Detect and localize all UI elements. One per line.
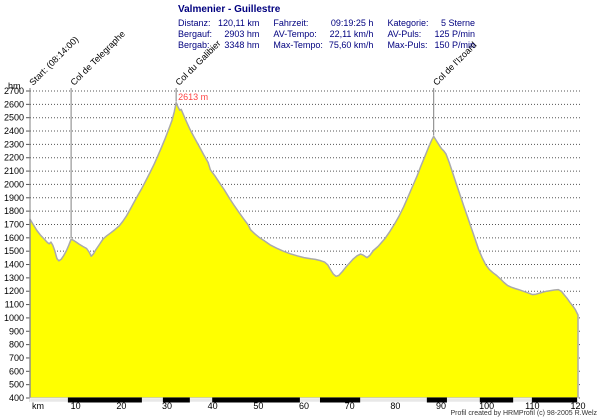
y-tick-label: 1500 <box>4 246 24 256</box>
peak-elevation-label: 2613 m <box>178 92 208 102</box>
axis-segment <box>531 397 578 403</box>
y-tick-label: 1300 <box>4 273 24 283</box>
y-tick-label: 1000 <box>4 313 24 323</box>
y-tick-label: 500 <box>9 380 24 390</box>
y-tick-label: 2000 <box>4 179 24 189</box>
stat-label: Bergauf: <box>178 29 213 39</box>
stat-value: 3348 hm <box>224 40 260 50</box>
y-tick-label: 1400 <box>4 260 24 270</box>
axis-segment <box>426 397 447 403</box>
x-tick-label: 90 <box>436 401 446 411</box>
y-tick-label: 600 <box>9 366 24 376</box>
stat-label: Fahrzeit: <box>273 18 309 28</box>
y-tick-label: 1700 <box>4 219 24 229</box>
x-tick-label: 100 <box>479 401 494 411</box>
axis-segment <box>162 397 190 403</box>
stat-value: 22,11 km/h <box>329 29 374 39</box>
x-tick-label: 110 <box>525 401 539 411</box>
stat-value: 75,60 km/h <box>328 40 374 50</box>
stat-value: 125 P/min <box>434 29 475 39</box>
axis-segment <box>319 397 361 403</box>
axis-segment <box>212 397 300 403</box>
stats-column-0: Distanz: 120,11 km Bergauf: 2903 hm Bergab: 3… <box>178 18 259 50</box>
y-tick-label: 1600 <box>4 233 24 243</box>
y-tick-label: 1200 <box>4 286 24 296</box>
stats-column-1: Fahrzeit: 09:19:25 h AV-Tempo: 22,11 km/h Ma… <box>273 18 373 50</box>
y-tick-label: 2700 <box>4 86 24 96</box>
axis-segment <box>479 397 514 403</box>
x-tick-label: 80 <box>390 401 400 411</box>
y-axis-unit-label: hm <box>8 81 21 91</box>
waypoint-label: Col de Telegraphe <box>68 29 127 88</box>
stat-value: 120,11 km <box>218 18 260 28</box>
stat-label: Max-Tempo: <box>273 40 323 50</box>
report-header: Valmenier - Guillestre Distanz: 120,11 km… <box>178 4 475 50</box>
stat-value: 150 P/min <box>434 40 475 50</box>
x-tick-label: 50 <box>253 401 263 411</box>
stat-label: Kategorie: <box>387 18 429 28</box>
stat-value: 2903 hm <box>224 29 260 39</box>
y-tick-label: 900 <box>9 326 24 336</box>
y-tick-label: 1900 <box>4 193 24 203</box>
stat-label: Max-Puls: <box>387 40 428 50</box>
stat-value: 09:19:25 h <box>330 18 374 28</box>
x-tick-label: 40 <box>208 401 218 411</box>
y-tick-label: 2500 <box>4 113 24 123</box>
y-tick-label: 400 <box>9 393 24 403</box>
x-tick-label: 70 <box>345 401 355 411</box>
stat-value: 5 Sterne <box>440 18 475 28</box>
y-tick-label: 2300 <box>4 139 24 149</box>
stat-label: Distanz: <box>178 18 211 28</box>
stat-label: Bergab: <box>178 40 210 50</box>
y-tick-label: 1100 <box>5 300 24 310</box>
stat-label: AV-Puls: <box>387 29 422 39</box>
y-tick-label: 2400 <box>4 126 24 136</box>
x-tick-label: 30 <box>162 401 172 411</box>
y-tick-label: 2200 <box>4 153 24 163</box>
page-title: Valmenier - Guillestre <box>178 4 281 15</box>
y-tick-label: 2600 <box>4 99 24 109</box>
x-tick-label: 60 <box>299 401 309 411</box>
x-tick-label: 20 <box>116 401 126 411</box>
stat-label: AV-Tempo: <box>273 29 317 39</box>
x-tick-label: 120 <box>570 401 585 411</box>
x-axis-strip <box>29 397 579 403</box>
x-axis-unit-label: km <box>32 401 44 411</box>
stats-table: Distanz: 120,11 km Bergauf: 2903 hm Bergab: 3… <box>178 18 475 50</box>
footer-credit: Profil created by HRMProfil (c) 98-2005 … <box>450 410 597 417</box>
elevation-area <box>29 101 579 399</box>
y-tick-label: 1800 <box>4 206 24 216</box>
stats-column-2: Kategorie: 5 Sterne AV-Puls: 125 P/min Max-P… <box>387 18 475 50</box>
y-tick-label: 2100 <box>4 166 24 176</box>
x-tick-label: 10 <box>71 401 81 411</box>
y-tick-label: 800 <box>9 340 24 350</box>
axis-segment <box>67 397 142 403</box>
y-tick-label: 700 <box>9 353 24 363</box>
